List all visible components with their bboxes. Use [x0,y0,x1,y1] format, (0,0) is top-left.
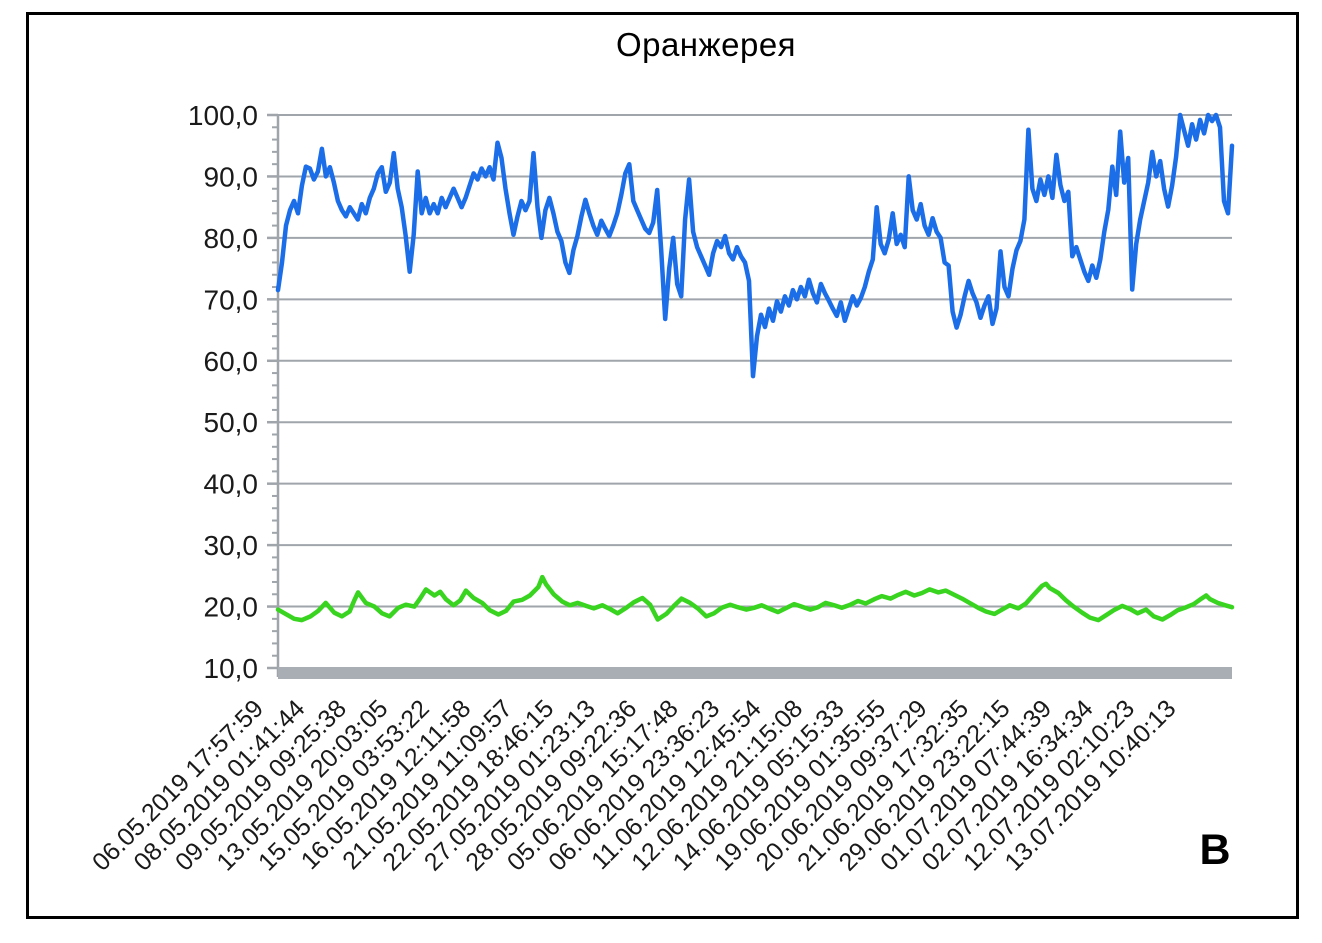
y-tick-label: 30,0 [204,530,259,561]
y-tick-label: 40,0 [204,469,259,500]
y-tick-label: 20,0 [204,592,259,623]
figure-letter-label: В [1199,826,1231,874]
y-tick-label: 80,0 [204,223,259,254]
y-tick-label: 90,0 [204,161,259,192]
y-tick-label: 50,0 [204,407,259,438]
x-axis-baseline-bar [278,667,1232,679]
y-tick-label: 10,0 [204,653,259,684]
figure-border [26,12,1299,919]
chart-line-series-2 [275,574,1235,623]
chart-title: Оранжерея [615,26,797,63]
y-tick-label: 70,0 [204,284,259,315]
chart-line-series-1 [275,112,1235,379]
y-tick-label: 60,0 [204,346,259,377]
y-tick-label: 100,0 [188,100,258,131]
